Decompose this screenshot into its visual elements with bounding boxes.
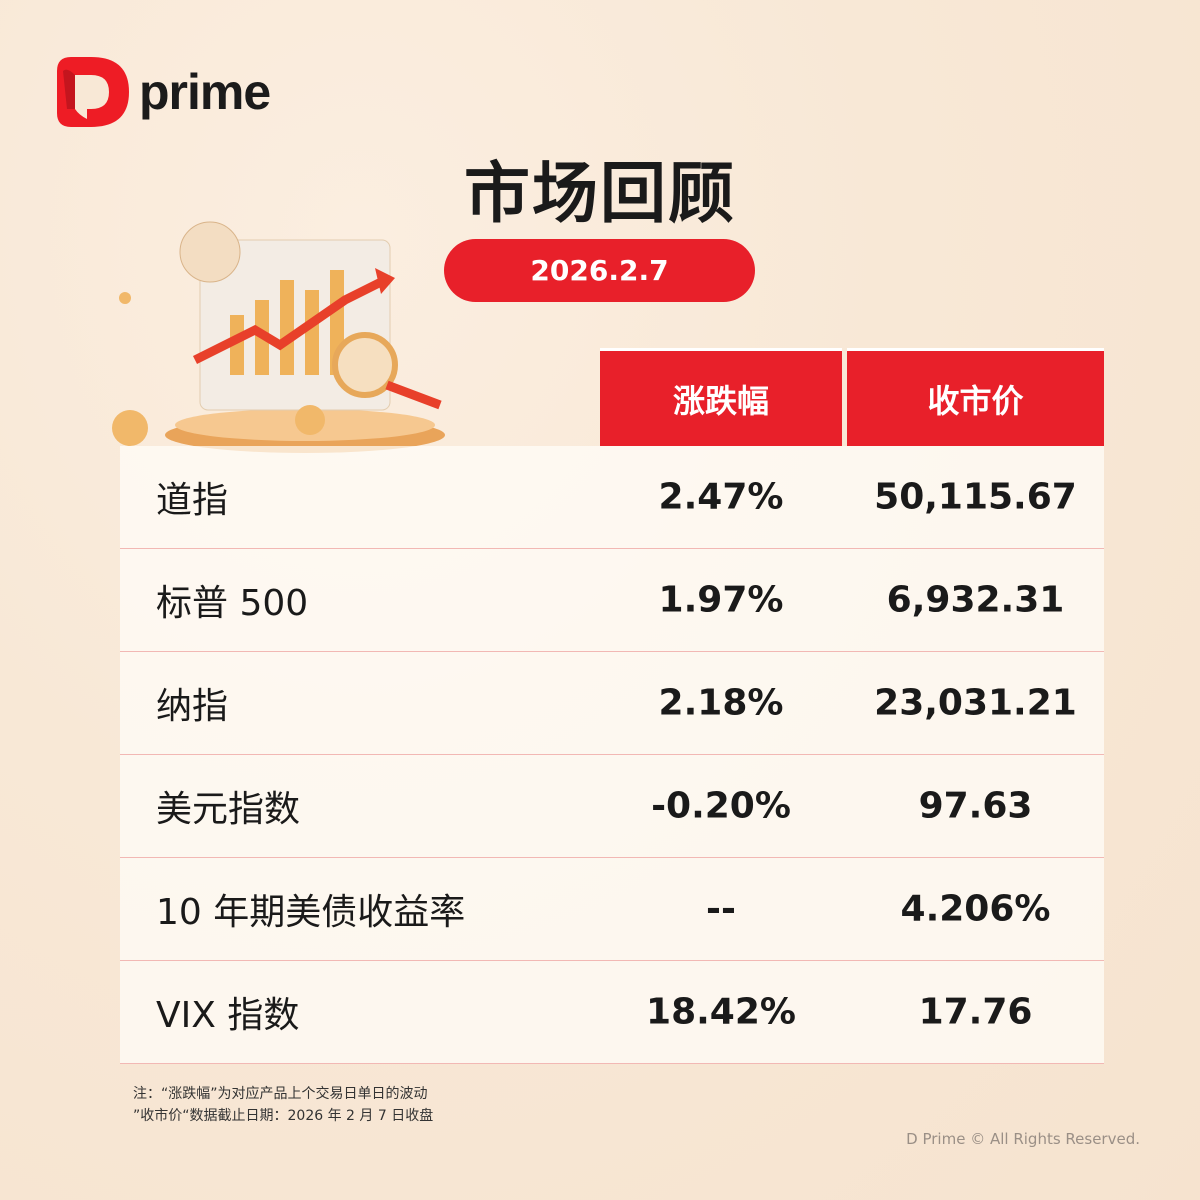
index-name: 美元指数 <box>156 789 301 830</box>
change-value: 2.47% <box>658 476 784 518</box>
change-value: 2.18% <box>658 682 784 724</box>
table-row: 美元指数 -0.20% 97.63 <box>120 755 1104 858</box>
index-name: 道指 <box>156 480 229 521</box>
close-value: 6,932.31 <box>886 579 1065 621</box>
page-title: 市场回顾 <box>464 155 736 232</box>
index-name: 标普 500 <box>156 583 309 624</box>
change-value: -0.20% <box>651 785 791 827</box>
brand-name: prime <box>139 64 271 120</box>
change-value: 1.97% <box>658 579 784 621</box>
footnotes: 注：“涨跌幅”为对应产品上个交易日单日的波动 ”收市价“数据截止日期：2026 … <box>133 1083 433 1127</box>
close-value: 4.206% <box>900 888 1051 930</box>
table-row: 标普 500 1.97% 6,932.31 <box>120 549 1104 652</box>
d-logo-icon <box>57 57 129 127</box>
close-value: 50,115.67 <box>874 476 1077 518</box>
table-row: VIX 指数 18.42% 17.76 <box>120 961 1104 1064</box>
market-table: 道指 2.47% 50,115.67 标普 500 1.97% 6,932.31 纳指 2… <box>120 446 1104 1064</box>
close-value: 17.76 <box>918 991 1033 1033</box>
footnote: 注：“涨跌幅”为对应产品上个交易日单日的波动 <box>133 1086 428 1102</box>
column-header-change: 涨跌幅 <box>600 348 842 446</box>
index-name: 纳指 <box>156 686 229 727</box>
column-header-close: 收市价 <box>847 348 1104 446</box>
close-value: 23,031.21 <box>874 682 1077 724</box>
chart-illustration-icon <box>112 221 445 453</box>
date-badge: 2026.2.7 <box>444 239 755 302</box>
index-name: VIX 指数 <box>156 995 300 1036</box>
change-value: 18.42% <box>646 991 796 1033</box>
table-row: 10 年期美债收益率 -- 4.206% <box>120 858 1104 961</box>
table-row: 道指 2.47% 50,115.67 <box>120 446 1104 549</box>
footnote: ”收市价“数据截止日期：2026 年 2 月 7 日收盘 <box>133 1108 434 1124</box>
table-row: 纳指 2.18% 23,031.21 <box>120 652 1104 755</box>
change-value: -- <box>706 888 736 930</box>
index-name: 10 年期美债收益率 <box>156 892 466 933</box>
brand-logo: prime <box>57 57 271 127</box>
copyright: D Prime © All Rights Reserved. <box>906 1130 1140 1148</box>
close-value: 97.63 <box>918 785 1033 827</box>
